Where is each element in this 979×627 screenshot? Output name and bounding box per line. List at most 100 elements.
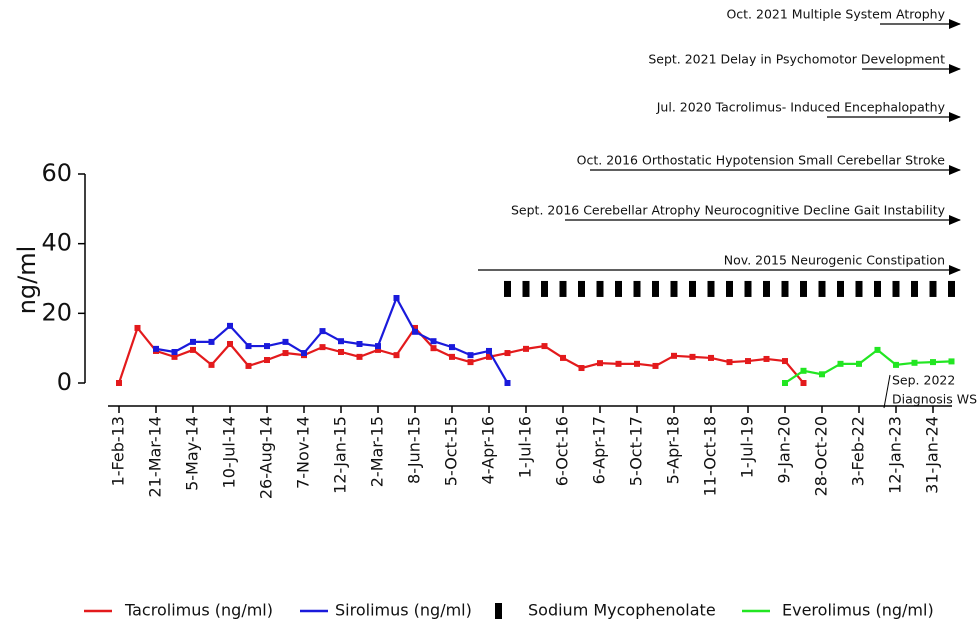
x-tick-label: 12-Jan-15 bbox=[331, 416, 350, 494]
x-tick-label: 6-Apr-17 bbox=[590, 416, 609, 484]
point bbox=[227, 340, 233, 347]
series-line bbox=[117, 325, 805, 384]
note: Diagnosis WS bbox=[892, 392, 977, 407]
point bbox=[449, 344, 455, 351]
dash-bar bbox=[763, 280, 770, 297]
dash-bar bbox=[948, 280, 955, 297]
point bbox=[930, 359, 936, 366]
point bbox=[282, 350, 289, 357]
point bbox=[356, 353, 363, 360]
point bbox=[948, 358, 955, 365]
point bbox=[486, 347, 492, 354]
point bbox=[153, 345, 159, 352]
point bbox=[412, 324, 418, 331]
legend-label: Tacrolimus (ng/ml) bbox=[124, 601, 273, 620]
dash-bar bbox=[615, 280, 622, 297]
dash-bar bbox=[726, 280, 733, 297]
point bbox=[708, 354, 714, 361]
point bbox=[523, 345, 529, 352]
x-tick-label: 9-Jan-20 bbox=[775, 416, 794, 484]
x-tick-label: 6-Oct-16 bbox=[553, 416, 572, 486]
dash-bar bbox=[670, 280, 678, 297]
point bbox=[449, 353, 455, 360]
point bbox=[190, 338, 196, 345]
point bbox=[578, 365, 585, 372]
x-tick-label: 1-Jul-16 bbox=[516, 416, 535, 478]
dash-bar bbox=[633, 280, 641, 297]
legend-label: Sirolimus (ng/ml) bbox=[335, 601, 472, 620]
point bbox=[745, 358, 751, 365]
y-tick-label: 40 bbox=[41, 229, 72, 257]
point bbox=[504, 350, 511, 357]
point bbox=[763, 355, 770, 362]
point bbox=[190, 346, 196, 353]
dash-bar bbox=[596, 280, 604, 297]
point bbox=[689, 353, 696, 360]
x-tick-label: 26-Aug-14 bbox=[257, 416, 276, 499]
point bbox=[282, 338, 289, 345]
point bbox=[782, 380, 788, 386]
series-line bbox=[155, 295, 509, 384]
x-tick-label: 5-Oct-15 bbox=[442, 416, 461, 486]
dash-bar bbox=[559, 280, 567, 297]
x-tick-label: 12-Jan-23 bbox=[886, 416, 905, 494]
y-axis-label: ng/ml bbox=[13, 246, 41, 315]
x-tick-label: 4-Apr-16 bbox=[479, 416, 498, 484]
point bbox=[356, 340, 363, 347]
dash-bar bbox=[578, 280, 585, 297]
point bbox=[634, 360, 640, 367]
point bbox=[430, 338, 437, 345]
point bbox=[375, 346, 381, 353]
dash-bar bbox=[541, 280, 548, 297]
dash-bar bbox=[874, 280, 881, 297]
dash-bar bbox=[911, 280, 918, 297]
x-tick-label: 10-Jul-14 bbox=[220, 416, 239, 488]
x-tick-label: 2-Mar-15 bbox=[368, 416, 387, 487]
point bbox=[319, 344, 326, 351]
point bbox=[208, 338, 215, 345]
point bbox=[893, 361, 899, 368]
point bbox=[301, 350, 307, 357]
point bbox=[467, 359, 474, 366]
point bbox=[245, 343, 252, 350]
annotation: Sept. 2021 Delay in Psychomotor Developm… bbox=[648, 52, 945, 67]
point bbox=[227, 322, 233, 329]
point bbox=[671, 352, 677, 359]
point bbox=[541, 343, 548, 350]
note: Sep. 2022 bbox=[892, 373, 955, 388]
x-tick-label: 11-Oct-18 bbox=[701, 416, 720, 496]
dash-bar bbox=[892, 280, 900, 297]
point bbox=[264, 343, 270, 350]
x-tick-label: 31-Jan-24 bbox=[923, 416, 942, 494]
point bbox=[412, 328, 418, 335]
dash-bar bbox=[929, 280, 937, 297]
x-tick-label: 1-Feb-13 bbox=[109, 416, 128, 486]
point bbox=[319, 328, 326, 335]
annotation: Nov. 2015 Neurogenic Constipation bbox=[724, 253, 945, 268]
legend-label: Sodium Mycophenolate bbox=[528, 601, 716, 620]
point bbox=[134, 324, 141, 331]
series-line bbox=[784, 348, 952, 384]
annotation: Jul. 2020 Tacrolimus- Induced Encephalop… bbox=[656, 100, 946, 115]
point bbox=[430, 345, 437, 352]
x-tick-label: 21-Mar-14 bbox=[146, 416, 165, 497]
dash-bar bbox=[855, 280, 863, 297]
point bbox=[264, 357, 270, 364]
point bbox=[652, 362, 659, 369]
y-tick-label: 20 bbox=[41, 298, 72, 326]
point bbox=[245, 362, 252, 369]
annotation: Oct. 2016 Orthostatic Hypotension Small … bbox=[577, 153, 946, 168]
x-tick-label: 5-May-14 bbox=[183, 416, 202, 491]
x-tick-label: 5-Apr-18 bbox=[664, 416, 683, 484]
point bbox=[208, 361, 215, 368]
x-tick-label: 8-Jun-15 bbox=[405, 416, 424, 484]
dash-bar bbox=[837, 280, 844, 297]
point bbox=[800, 380, 807, 386]
dash-bar bbox=[818, 280, 826, 297]
x-tick-label: 7-Nov-14 bbox=[294, 416, 313, 489]
point bbox=[393, 295, 400, 302]
point bbox=[615, 360, 622, 367]
point bbox=[504, 380, 511, 386]
point bbox=[116, 380, 122, 386]
